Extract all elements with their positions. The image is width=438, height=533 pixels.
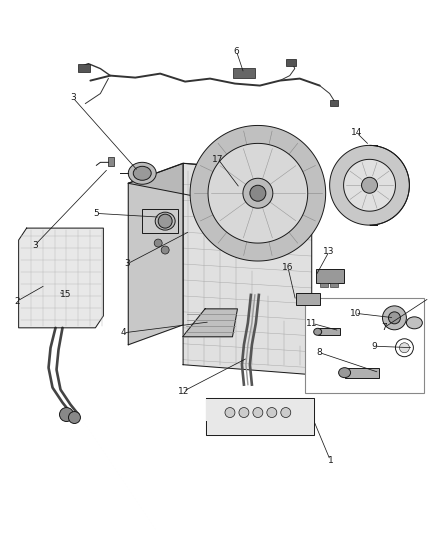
Bar [330, 100, 338, 106]
Bar [320, 283, 328, 287]
Text: 7: 7 [381, 323, 387, 332]
Polygon shape [128, 163, 312, 213]
Circle shape [250, 185, 266, 201]
Circle shape [281, 408, 291, 417]
Bar [78, 63, 90, 71]
Circle shape [267, 408, 277, 417]
Bar [296, 293, 320, 305]
Circle shape [225, 408, 235, 417]
Text: 3: 3 [124, 260, 130, 268]
Circle shape [361, 177, 378, 193]
Circle shape [239, 408, 249, 417]
Ellipse shape [133, 166, 151, 180]
Text: 12: 12 [177, 387, 189, 396]
Polygon shape [330, 146, 410, 225]
Text: 3: 3 [70, 93, 76, 102]
Bar [286, 59, 296, 66]
Circle shape [154, 239, 162, 247]
Bar [233, 68, 255, 78]
Text: 15: 15 [60, 289, 71, 298]
Circle shape [68, 411, 81, 424]
Bar [370, 146, 378, 225]
Polygon shape [19, 228, 103, 328]
Circle shape [382, 306, 406, 330]
Ellipse shape [155, 212, 175, 230]
Bar [142, 209, 178, 233]
Polygon shape [343, 159, 396, 211]
Text: 17: 17 [212, 155, 224, 164]
Bar [108, 157, 114, 166]
Polygon shape [183, 163, 312, 375]
Circle shape [389, 312, 400, 324]
Circle shape [60, 408, 74, 422]
Text: 11: 11 [306, 319, 318, 328]
Circle shape [158, 214, 172, 228]
Text: 13: 13 [323, 247, 335, 256]
Polygon shape [206, 398, 314, 435]
Text: 1: 1 [328, 456, 333, 465]
Circle shape [399, 343, 410, 353]
Ellipse shape [128, 163, 156, 184]
Text: 5: 5 [93, 209, 99, 218]
Ellipse shape [339, 368, 350, 378]
Bar [318, 328, 339, 335]
Text: 16: 16 [282, 263, 294, 272]
Circle shape [253, 408, 263, 417]
Bar [305, 298, 424, 393]
Polygon shape [183, 309, 237, 337]
Text: 2: 2 [14, 296, 20, 305]
Circle shape [396, 339, 413, 357]
Text: 9: 9 [371, 342, 377, 351]
Bar [330, 283, 338, 287]
Polygon shape [243, 178, 273, 208]
Text: 6: 6 [233, 47, 239, 56]
Text: 4: 4 [120, 328, 126, 337]
Bar [345, 368, 379, 378]
Text: 14: 14 [351, 128, 362, 137]
Circle shape [161, 246, 169, 254]
Ellipse shape [406, 317, 422, 329]
Polygon shape [190, 125, 326, 261]
Bar [316, 269, 343, 283]
Text: 10: 10 [350, 309, 361, 318]
Text: 3: 3 [32, 241, 38, 250]
Ellipse shape [314, 328, 321, 335]
Text: 8: 8 [317, 348, 322, 357]
Polygon shape [128, 163, 183, 345]
Polygon shape [208, 143, 308, 243]
